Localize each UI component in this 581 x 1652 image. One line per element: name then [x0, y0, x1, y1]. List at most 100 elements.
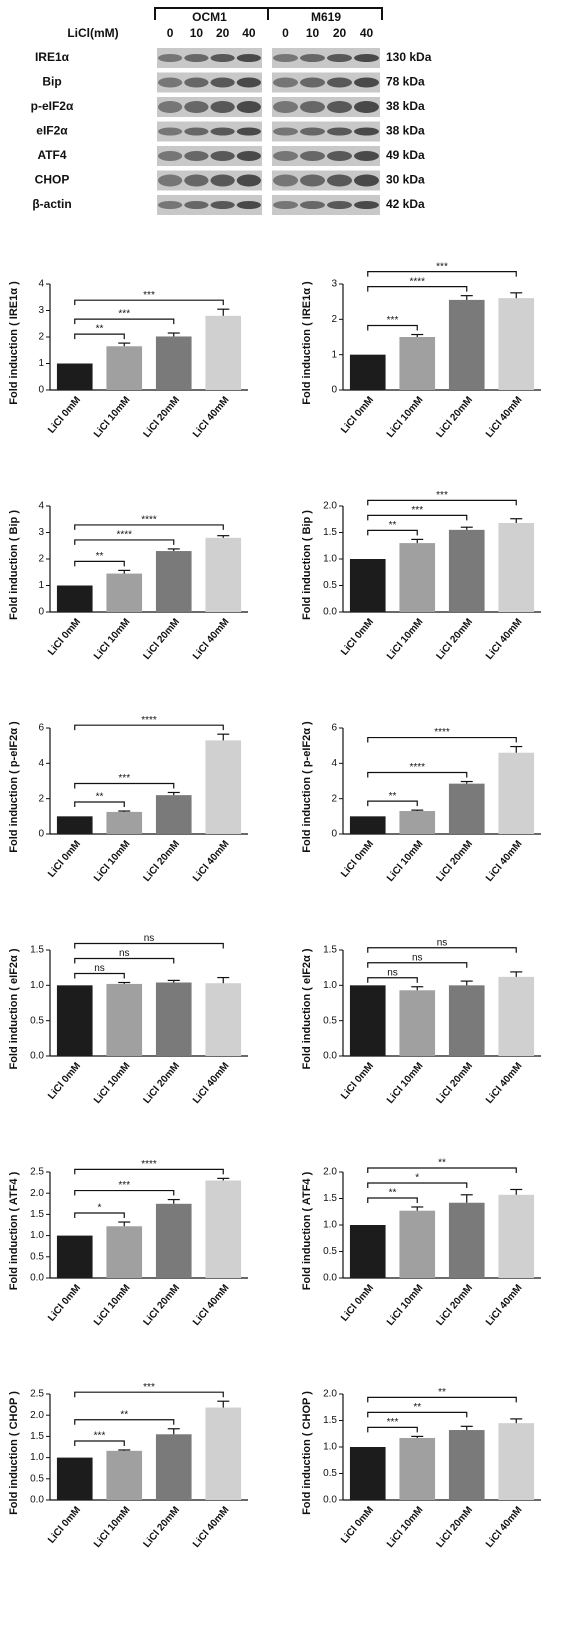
bar [448, 299, 485, 390]
y-tick-label: 1.5 [323, 527, 337, 538]
significance-bracket [74, 1168, 224, 1175]
x-tick-label: LiCl 40mM [191, 617, 232, 662]
significance-label: ** [389, 520, 397, 531]
y-tick-label: 1.0 [323, 554, 337, 565]
bar [155, 336, 192, 390]
band [210, 151, 235, 161]
bar [205, 315, 242, 390]
band [236, 151, 261, 161]
size-label: 30 kDa [386, 173, 425, 187]
band [273, 201, 298, 209]
x-tick-label: LiCl 20mM [141, 1061, 182, 1106]
y-tick-label: 6 [38, 723, 44, 734]
significance-label: ns [412, 952, 423, 963]
y-tick-label: 0.0 [323, 1495, 337, 1506]
x-tick-label: LiCl 40mM [191, 1061, 232, 1106]
band [327, 127, 352, 136]
significance-label: *** [118, 309, 130, 320]
significance-bracket [367, 736, 517, 743]
y-tick-label: 1.5 [30, 1431, 44, 1442]
size-label: 49 kDa [386, 148, 425, 162]
y-axis-label: Fold induction ( eIF2α ) [301, 948, 313, 1069]
band [273, 77, 298, 88]
x-tick-label: LiCl 0mM [339, 395, 376, 436]
significance-bracket [367, 1197, 418, 1203]
bar [349, 1225, 386, 1278]
dose-label: 10 [306, 26, 320, 40]
significance-label: **** [116, 530, 132, 541]
x-tick-label: LiCl 10mM [385, 1505, 426, 1550]
x-tick-label: LiCl 20mM [434, 1505, 475, 1550]
band [184, 151, 209, 161]
y-tick-label: 0.0 [323, 607, 337, 618]
y-tick-label: 1.5 [323, 1193, 337, 1204]
y-tick-label: 4 [38, 501, 44, 512]
bar [399, 543, 436, 612]
protein-label: β-actin [32, 197, 71, 211]
band [236, 201, 261, 209]
significance-label: *** [436, 490, 448, 501]
bar [448, 985, 485, 1056]
significance-bracket [367, 1411, 468, 1418]
bar [106, 1226, 143, 1278]
protein-label: ATF4 [37, 148, 66, 162]
y-tick-label: 2.0 [323, 501, 337, 512]
x-tick-label: LiCl 0mM [46, 839, 83, 880]
band [184, 127, 209, 136]
x-tick-label: LiCl 10mM [92, 617, 133, 662]
significance-bracket [74, 957, 175, 964]
y-tick-label: 1.0 [323, 1442, 337, 1453]
significance-bracket [367, 977, 418, 983]
y-tick-label: 0.5 [30, 1015, 44, 1026]
blot-strip [272, 170, 380, 191]
y-tick-label: 2.0 [30, 1410, 44, 1421]
y-tick-label: 1.0 [30, 1230, 44, 1241]
x-tick-label: LiCl 40mM [484, 1505, 525, 1550]
y-tick-label: 2.5 [30, 1389, 44, 1400]
y-tick-label: 2 [38, 554, 44, 565]
dose-label: 40 [242, 26, 256, 40]
band [184, 54, 209, 62]
x-tick-label: LiCl 40mM [484, 1061, 525, 1106]
band [236, 54, 261, 62]
band [300, 77, 325, 88]
x-tick-label: LiCl 10mM [385, 617, 426, 662]
band [327, 77, 352, 88]
y-tick-label: 1.0 [323, 980, 337, 991]
significance-bracket [74, 782, 175, 789]
significance-label: ns [437, 937, 448, 948]
band [236, 174, 261, 187]
y-tick-label: 1 [331, 349, 337, 360]
x-tick-label: LiCl 40mM [191, 839, 232, 884]
y-tick-label: 1.5 [30, 1209, 44, 1220]
band [184, 174, 209, 187]
blot-strip [157, 121, 262, 142]
band [354, 174, 379, 187]
x-tick-label: LiCl 40mM [484, 839, 525, 884]
significance-bracket [74, 942, 224, 949]
significance-bracket [367, 962, 468, 968]
bar [56, 585, 93, 612]
x-tick-label: LiCl 10mM [385, 1061, 426, 1106]
significance-bracket [367, 800, 418, 807]
bar [448, 783, 485, 834]
band [300, 151, 325, 161]
x-tick-label: LiCl 0mM [339, 1061, 376, 1102]
x-tick-label: LiCl 20mM [141, 839, 182, 884]
band [210, 101, 235, 113]
significance-label: *** [94, 1431, 106, 1442]
x-tick-label: LiCl 20mM [434, 395, 475, 440]
bar [448, 1202, 485, 1278]
blot-strip [157, 146, 262, 166]
band [158, 151, 183, 161]
protein-label: IRE1α [35, 50, 70, 64]
significance-label: ** [96, 551, 104, 562]
bar [448, 1430, 485, 1500]
significance-bracket [367, 324, 418, 331]
y-tick-label: 1 [38, 580, 44, 591]
band [210, 77, 235, 88]
band [158, 77, 183, 88]
dose-label: 0 [282, 26, 289, 40]
significance-label: ns [387, 967, 398, 978]
y-tick-label: 1.0 [30, 980, 44, 991]
